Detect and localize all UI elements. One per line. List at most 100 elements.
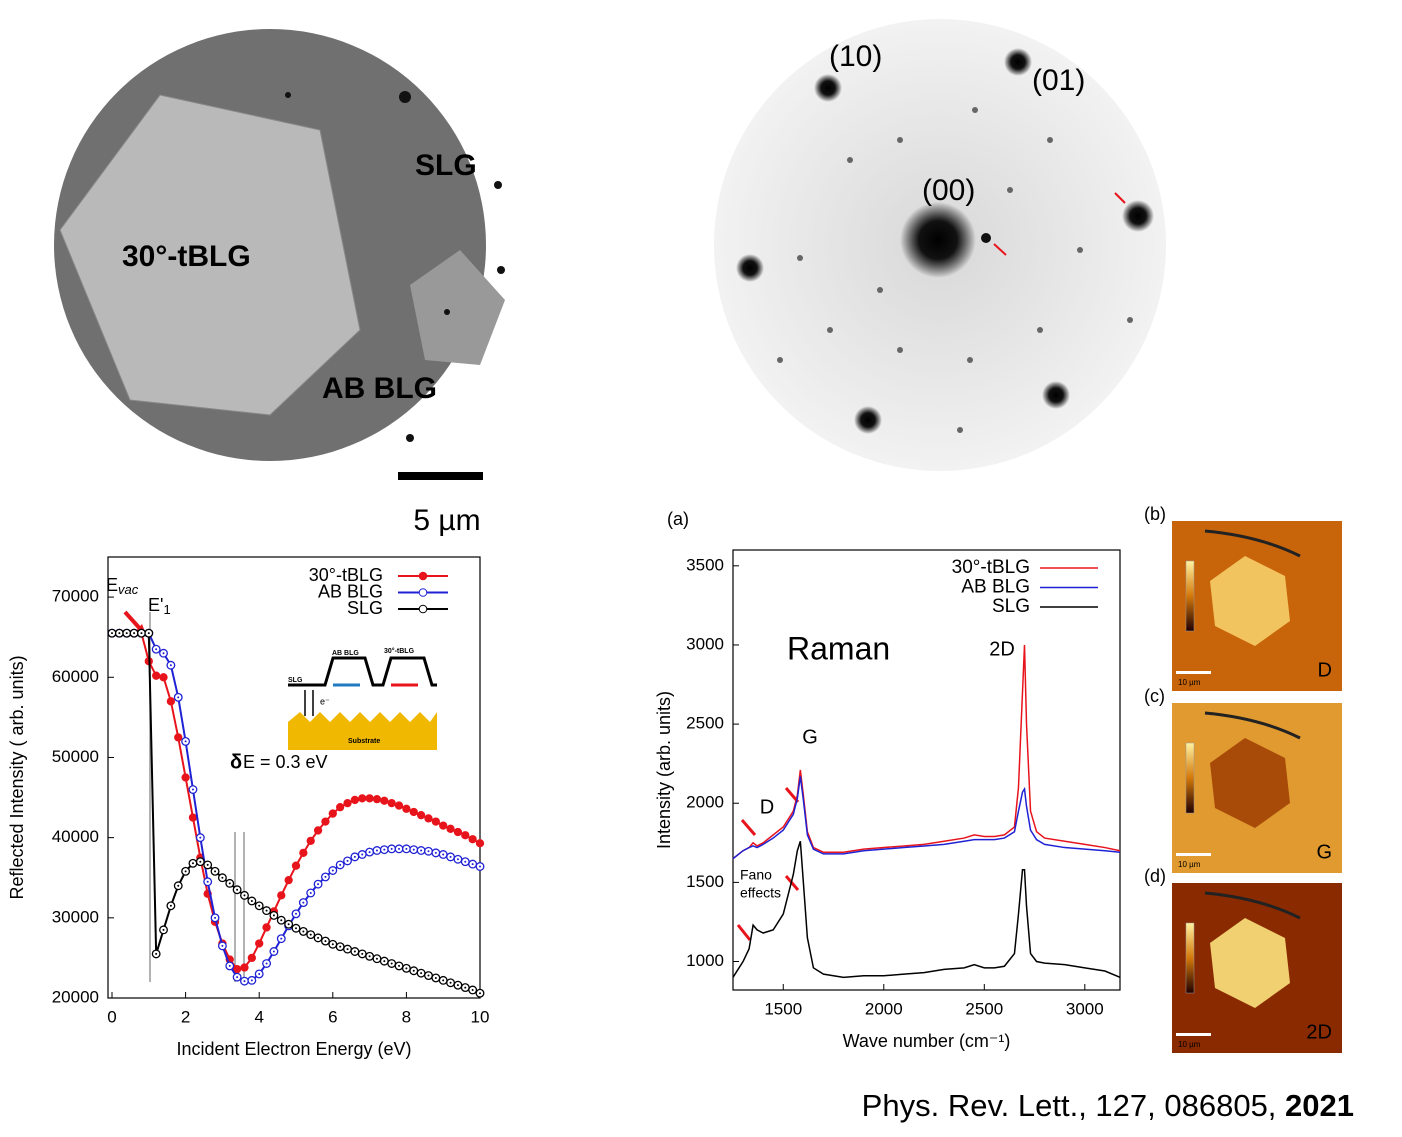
data-point xyxy=(372,794,382,804)
panel-label: (b) xyxy=(1144,504,1166,524)
y-tick-label: 1500 xyxy=(686,872,724,891)
leed-label: (00) xyxy=(922,174,975,207)
data-point-dot xyxy=(162,652,165,655)
legend-marker xyxy=(418,604,428,614)
data-point-dot xyxy=(295,927,297,930)
data-point xyxy=(299,848,308,858)
data-point-dot xyxy=(368,955,371,958)
inset-label: 30°-tBLG xyxy=(384,647,415,655)
data-point xyxy=(380,796,389,805)
series-line xyxy=(732,840,1121,979)
legend-marker xyxy=(418,571,428,581)
data-point-dot xyxy=(140,632,143,635)
data-point xyxy=(439,821,448,830)
y-tick-label: 30000 xyxy=(52,907,99,926)
raman-maps: 10 µm D (b) 10 µm G (c) 10 µm 2D (d) xyxy=(1144,504,1342,1053)
y-tick-label: 40000 xyxy=(52,827,99,846)
data-point xyxy=(350,795,360,805)
data-point-dot xyxy=(214,916,217,919)
data-point xyxy=(240,963,249,972)
series-line xyxy=(732,644,1121,860)
data-point xyxy=(152,671,161,680)
leem-label: AB BLG xyxy=(322,372,437,405)
data-point xyxy=(306,836,315,845)
y-tick-label: 20000 xyxy=(52,987,99,1006)
data-point-dot xyxy=(346,948,349,951)
data-point-dot xyxy=(258,904,261,907)
data-point-dot xyxy=(111,632,113,635)
data-point-dot xyxy=(464,986,467,989)
data-point-dot xyxy=(184,740,187,743)
annotation: Evac xyxy=(106,575,139,598)
data-point xyxy=(188,813,198,822)
data-point-dot xyxy=(214,870,217,873)
x-tick-label: 0 xyxy=(107,1007,116,1026)
data-point-dot xyxy=(346,859,349,862)
panel-label: (a) xyxy=(667,509,689,529)
x-tick-label: 10 xyxy=(471,1007,490,1026)
data-point-dot xyxy=(317,936,320,939)
data-point-dot xyxy=(353,855,356,858)
data-point xyxy=(291,861,301,870)
data-point-dot xyxy=(361,853,364,856)
x-tick-label: 2 xyxy=(181,1007,190,1026)
data-point-dot xyxy=(427,850,430,853)
data-point xyxy=(181,773,190,782)
data-point xyxy=(424,814,433,823)
data-point-dot xyxy=(258,972,261,975)
map-crack xyxy=(1204,529,1301,558)
data-point-dot xyxy=(449,855,452,858)
data-point-dot xyxy=(471,863,474,866)
data-point-dot xyxy=(228,882,231,885)
map-crack xyxy=(1204,711,1301,740)
annotation: effects xyxy=(740,885,781,901)
data-point-dot xyxy=(375,849,378,852)
annotation: Raman xyxy=(787,630,890,666)
map-label: G xyxy=(1316,841,1332,863)
scale-label: 10 µm xyxy=(1178,678,1201,687)
data-point-dot xyxy=(199,836,202,839)
data-point xyxy=(247,953,256,963)
plot-frame xyxy=(107,556,481,999)
map-flake xyxy=(1210,556,1290,646)
panel-label: (d) xyxy=(1144,866,1166,886)
data-point-dot xyxy=(118,632,121,635)
data-point xyxy=(416,811,426,820)
data-point-dot xyxy=(405,967,408,970)
data-point-dot xyxy=(199,860,202,863)
data-point xyxy=(262,923,271,932)
annotation: Fano xyxy=(740,867,772,883)
map-crack xyxy=(1204,891,1301,920)
data-point xyxy=(321,817,330,826)
data-point-dot xyxy=(243,980,246,983)
data-point-dot xyxy=(155,952,158,955)
x-tick-label: 2500 xyxy=(965,999,1003,1018)
legend-label: 30°-tBLG xyxy=(952,557,1030,578)
scale-bar xyxy=(1176,1033,1211,1036)
data-point-dot xyxy=(280,937,283,940)
leed-label: (10) xyxy=(829,40,882,73)
data-point-dot xyxy=(272,914,275,917)
data-point xyxy=(461,831,470,840)
data-point-dot xyxy=(177,696,180,699)
legend-label: 30°-tBLG xyxy=(309,565,383,585)
data-point-dot xyxy=(331,869,334,872)
data-point-dot xyxy=(236,888,239,891)
legend-label: AB BLG xyxy=(961,577,1030,598)
data-point xyxy=(394,801,404,810)
data-point-dot xyxy=(280,919,283,922)
scale-label: 5 µm xyxy=(413,504,480,537)
data-point-dot xyxy=(479,992,481,995)
map-label: D xyxy=(1318,659,1332,681)
annotation: 2D xyxy=(989,638,1015,660)
data-point-dot xyxy=(390,847,393,850)
y-tick-label: 60000 xyxy=(52,667,99,686)
data-point-dot xyxy=(309,933,312,936)
data-point xyxy=(468,835,477,844)
leed-label: (01) xyxy=(1032,64,1085,97)
map-flake xyxy=(1210,738,1290,828)
x-tick-label: 4 xyxy=(254,1007,263,1026)
y-tick-label: 3000 xyxy=(686,634,724,653)
data-point xyxy=(328,809,337,818)
data-point-dot xyxy=(339,945,342,948)
